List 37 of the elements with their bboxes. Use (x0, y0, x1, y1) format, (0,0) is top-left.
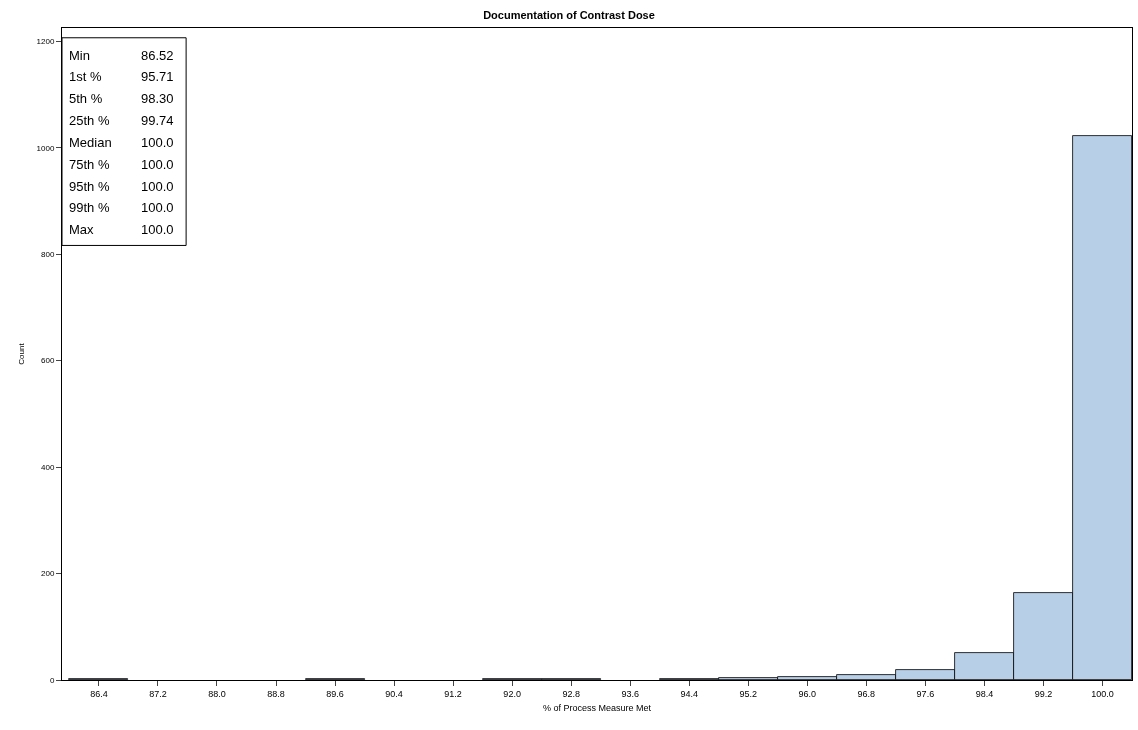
text: 95th % 100.0 (69, 179, 174, 194)
y-tick-label: 1200 (36, 37, 55, 47)
text: 1st % 95.71 (69, 69, 174, 84)
x-tick-label: 89.6 (326, 688, 344, 699)
x-tick-label: 92.0 (503, 688, 521, 699)
x-tick-label: 94.4 (680, 688, 699, 699)
y-tick-label: 200 (41, 569, 55, 579)
y-tick-label: 800 (41, 250, 55, 259)
x-tick-label: 91.2 (444, 688, 462, 699)
text: Max 100.0 (69, 222, 174, 237)
text: Min 86.52 (69, 48, 174, 63)
x-tick-label: 98.4 (975, 688, 994, 699)
text: Median 100.0 (69, 135, 174, 150)
x-tick-label: 97.6 (916, 688, 935, 699)
text: 99th % 100.0 (69, 200, 174, 215)
y-tick-label: 600 (41, 356, 55, 366)
x-tick-label: 96.0 (798, 688, 817, 699)
x-tick-label: 86.4 (90, 688, 108, 699)
text: 75th % 100.0 (69, 157, 174, 172)
x-tick-label: 99.2 (1034, 688, 1053, 699)
text: 25th % 99.74 (69, 113, 174, 128)
y-axis-title: Count (17, 342, 27, 365)
y-tick-label: 1000 (36, 143, 55, 153)
chart-title: Documentation of Contrast Dose (483, 8, 655, 21)
x-tick-label: 88.0 (208, 688, 226, 699)
y-tick-label: 0 (49, 675, 55, 685)
text: 5th % 98.30 (69, 91, 174, 106)
x-tick-label: 95.2 (739, 688, 758, 699)
y-tick-label: 400 (41, 462, 55, 472)
x-tick-label: 100.0 (1091, 688, 1114, 699)
x-tick-label: 90.4 (385, 688, 403, 699)
x-axis-title: % of Process Measure Met (542, 702, 652, 713)
x-tick-label: 87.2 (149, 688, 167, 699)
x-tick-label: 88.8 (267, 688, 285, 699)
x-tick-label: 92.8 (562, 688, 580, 699)
x-tick-label: 93.6 (621, 688, 639, 699)
x-tick-label: 96.8 (857, 688, 876, 699)
